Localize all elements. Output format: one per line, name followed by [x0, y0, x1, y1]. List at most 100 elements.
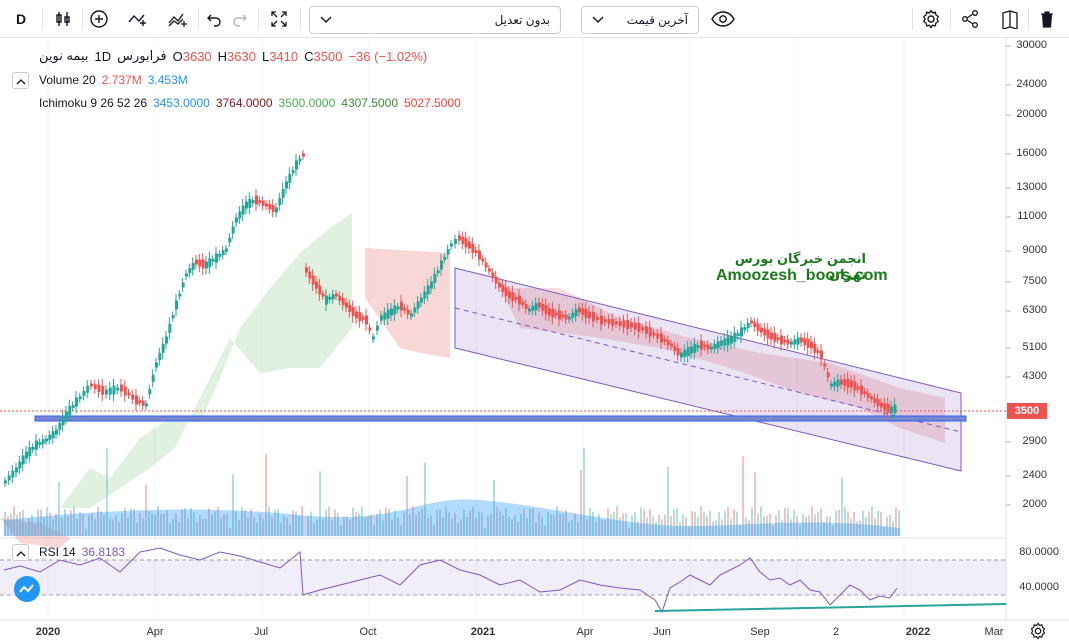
candle-body	[474, 250, 478, 254]
time-label-sep: Sep	[750, 626, 770, 638]
candle-body	[816, 350, 820, 354]
candle-body	[693, 343, 697, 353]
volume-bar	[520, 514, 522, 536]
candle-body	[372, 336, 375, 340]
chart-settings-gear-icon[interactable]	[1029, 622, 1047, 640]
volume-bar	[895, 507, 897, 536]
collapse-legend-button[interactable]	[12, 72, 29, 89]
volume-bar	[82, 513, 84, 536]
candle-body	[348, 304, 352, 312]
chart-canvas[interactable]	[0, 38, 1069, 644]
volume-bar	[649, 508, 651, 536]
candle-body	[760, 327, 763, 333]
candle-body	[663, 338, 667, 342]
candle-body	[261, 200, 265, 206]
volume-bar	[559, 513, 561, 536]
volume-bar	[163, 513, 165, 536]
volume-bar	[544, 525, 546, 536]
candle-body	[21, 455, 25, 465]
volume-bar	[625, 513, 627, 536]
rsi-line	[3, 547, 898, 614]
candle-body	[65, 411, 68, 419]
candle-body	[4, 480, 7, 484]
candle-body	[866, 392, 870, 398]
candle-body	[338, 295, 342, 301]
volume-bar	[637, 520, 639, 536]
volume-bar	[589, 507, 591, 536]
layout-icon[interactable]	[996, 5, 1024, 33]
candle-body	[860, 385, 863, 395]
gear-icon[interactable]	[917, 5, 945, 33]
candle-body	[670, 343, 673, 347]
legend-symbol: بیمه نوین	[39, 48, 89, 63]
candle-body	[793, 339, 797, 345]
volume-bar	[664, 514, 666, 536]
candle-body	[68, 406, 72, 416]
chart-type-icon[interactable]	[50, 5, 76, 33]
candle-body	[870, 396, 873, 400]
volume-bar	[385, 507, 387, 536]
volume-bar	[19, 511, 21, 536]
toolbar-divider	[198, 8, 199, 30]
volume-bar	[190, 508, 192, 536]
time-label-2021: 2021	[470, 626, 496, 638]
candle-body	[430, 281, 433, 289]
volume-bar	[91, 513, 93, 536]
candle-body	[504, 287, 508, 297]
indicators-icon[interactable]	[164, 5, 192, 33]
adjustment-dropdown[interactable]: بدون تعدیل	[309, 6, 561, 34]
volume-bar	[325, 510, 327, 536]
tradingview-logo[interactable]	[14, 576, 40, 602]
volume-bar	[607, 508, 609, 536]
volume-bar	[631, 515, 633, 536]
rsi-legend: RSI 14 36.8183	[39, 545, 131, 559]
volume-bar	[784, 507, 786, 536]
volume-bar	[424, 462, 426, 536]
fullscreen-icon[interactable]	[265, 5, 293, 33]
volume-bar	[109, 517, 111, 536]
candle-body	[568, 316, 571, 320]
volume-bar	[409, 514, 411, 536]
volume-bar	[280, 523, 282, 536]
price-type-dropdown[interactable]: آخرین قیمت	[581, 6, 699, 34]
volume-bar	[643, 509, 645, 536]
compare-icon[interactable]	[124, 5, 152, 33]
candle-body	[48, 434, 52, 440]
candle-body	[501, 284, 505, 292]
volume-bar	[25, 523, 27, 536]
candle-body	[746, 322, 750, 328]
redo-icon[interactable]	[228, 5, 252, 33]
volume-bar	[541, 517, 543, 536]
trash-icon[interactable]	[1034, 5, 1060, 33]
price-axis-label: 2900	[1022, 435, 1047, 447]
volume-bar	[151, 513, 153, 536]
candle-body	[637, 323, 641, 332]
volume-bar	[313, 522, 315, 536]
price-axis-label: 30000	[1016, 39, 1047, 51]
price-axis-label: 2400	[1022, 469, 1047, 481]
volume-bar	[28, 518, 30, 536]
candle-body	[850, 380, 853, 388]
volume-bar	[205, 518, 207, 536]
volume-bar	[547, 511, 549, 536]
add-indicator-icon[interactable]	[86, 5, 112, 33]
share-icon[interactable]	[956, 5, 984, 33]
volume-bar	[445, 506, 447, 536]
candle-body	[368, 327, 372, 331]
volume-bar	[742, 456, 744, 536]
candle-body	[618, 321, 622, 326]
volume-bar	[391, 519, 393, 536]
eye-icon[interactable]	[706, 5, 740, 33]
symbol-button[interactable]: D	[15, 11, 27, 27]
volume-bar	[13, 506, 15, 536]
chevron-up-icon	[16, 72, 26, 90]
volume-bar	[481, 512, 483, 536]
rsi-collapse-button[interactable]	[12, 544, 29, 561]
ichimoku-label: Ichimoku 9 26 52 26	[39, 96, 148, 110]
volume-bar	[856, 521, 858, 536]
volume-bar	[208, 508, 210, 536]
undo-icon[interactable]	[202, 5, 226, 33]
volume-bar	[820, 508, 822, 536]
candle-body	[205, 261, 208, 269]
volume-bar	[817, 511, 819, 536]
